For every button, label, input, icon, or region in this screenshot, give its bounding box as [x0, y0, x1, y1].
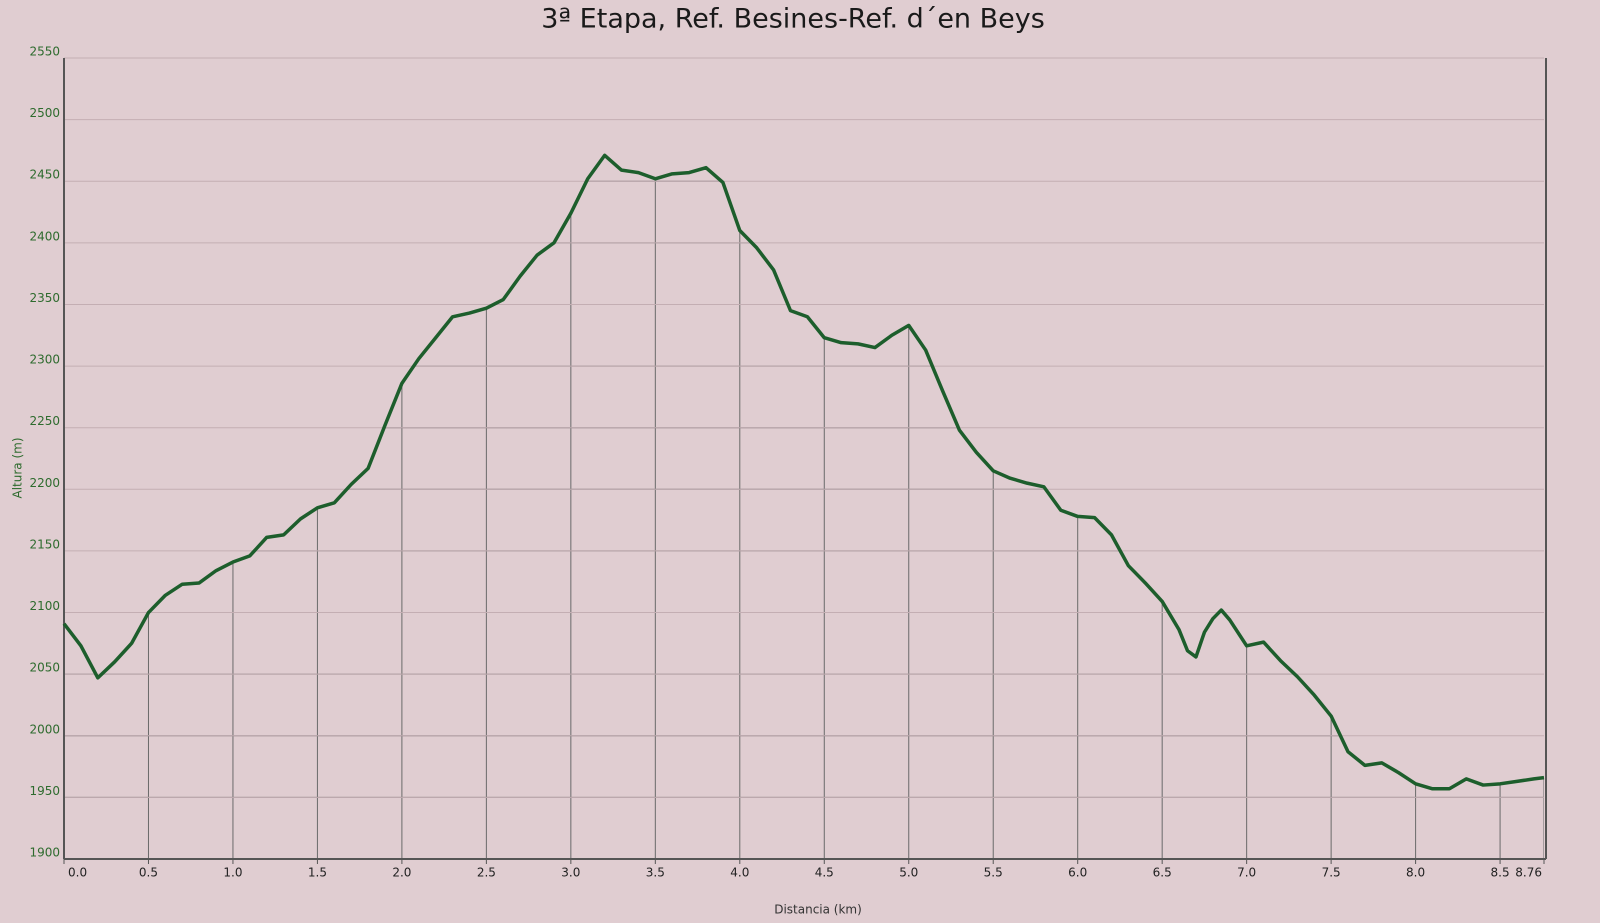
y-tick-label: 2150	[29, 537, 60, 551]
y-tick-label: 2550	[29, 45, 60, 59]
y-tick-label: 1950	[29, 784, 60, 798]
x-tick-label: 4.5	[815, 866, 834, 880]
x-tick-label: 0.5	[139, 866, 158, 880]
x-tick-label: 8.76	[1515, 866, 1542, 880]
y-tick-label: 2400	[29, 229, 60, 243]
x-tick-label: 7.5	[1322, 866, 1341, 880]
chart-title: 3ª Etapa, Ref. Besines-Ref. d´en Beys	[541, 4, 1045, 35]
y-tick-label: 2000	[29, 722, 60, 736]
y-tick-label: 1900	[29, 846, 60, 860]
x-tick-label: 1.5	[308, 866, 327, 880]
y-axis-label: Altura (m)	[11, 437, 25, 498]
x-tick-label: 5.5	[984, 866, 1003, 880]
x-axis-label: Distancia (km)	[774, 903, 862, 917]
y-tick-label: 2450	[29, 168, 60, 182]
y-tick-label: 2350	[29, 291, 60, 305]
x-tick-label: 6.0	[1068, 866, 1087, 880]
x-tick-label: 1.0	[223, 866, 242, 880]
y-tick-label: 2500	[29, 106, 60, 120]
x-tick-label: 4.0	[730, 866, 749, 880]
y-tick-label: 2050	[29, 661, 60, 675]
x-tick-label: 7.0	[1237, 866, 1256, 880]
x-tick-label: 5.0	[899, 866, 918, 880]
x-tick-label: 8.5	[1491, 866, 1510, 880]
y-tick-label: 2250	[29, 414, 60, 428]
profile-line	[62, 153, 1545, 791]
x-tick-label: 0.0	[68, 866, 87, 880]
y-tick-label: 2100	[29, 599, 60, 613]
y-tick-label: 2300	[29, 353, 60, 367]
y-tick-label: 2200	[29, 476, 60, 490]
x-tick-label: 3.0	[561, 866, 580, 880]
x-tick-label: 2.5	[477, 866, 496, 880]
x-tick-label: 3.5	[646, 866, 665, 880]
x-tick-label: 6.5	[1153, 866, 1172, 880]
x-tick-label: 8.0	[1406, 866, 1425, 880]
x-tick-label: 2.0	[392, 866, 411, 880]
